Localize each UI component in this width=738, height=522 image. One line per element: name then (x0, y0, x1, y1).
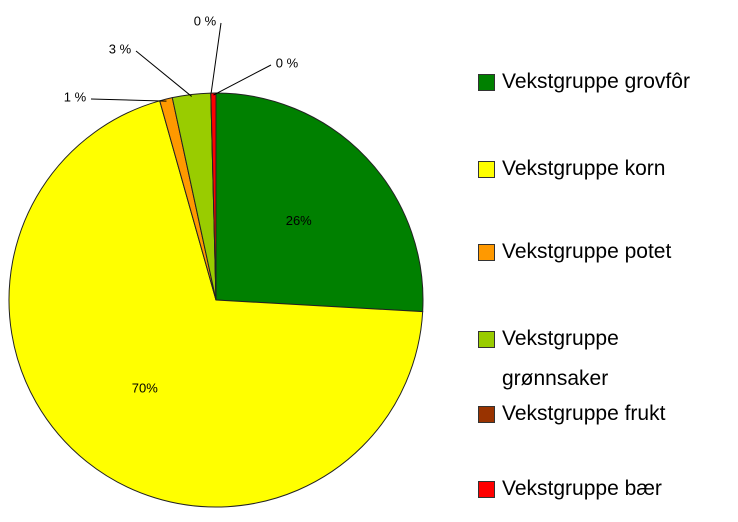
legend-swatch (478, 244, 495, 261)
leader-line (210, 22, 222, 96)
legend-swatch (478, 406, 495, 423)
leader-line (90, 98, 167, 102)
legend-label: Vekstgruppe korn (502, 157, 666, 180)
legend-swatch (478, 481, 495, 498)
leader-line (213, 64, 272, 96)
data-label: 0 % (194, 13, 217, 28)
data-label: 70% (132, 380, 158, 395)
pie-slice (215, 92, 424, 313)
legend-item: Vekstgruppe grovfôr (478, 62, 717, 102)
legend-label: Vekstgruppe bær (502, 477, 662, 500)
data-label: 0 % (276, 55, 299, 70)
legend-item: Vekstgruppe potet (478, 232, 717, 272)
legend-swatch (478, 331, 495, 348)
legend-label: Vekstgruppe grønnsaker (502, 327, 619, 390)
pie-slice (210, 92, 217, 301)
data-label: 1 % (64, 89, 87, 104)
data-label: 3 % (109, 41, 132, 56)
legend-item: Vekstgruppe grønnsaker (478, 319, 717, 399)
legend-swatch (478, 161, 495, 178)
leader-line (135, 50, 192, 97)
data-label: 26% (286, 213, 312, 228)
legend-swatch (478, 74, 495, 91)
legend-item: Vekstgruppe frukt (478, 394, 717, 434)
legend-item: Vekstgruppe bær (478, 469, 717, 509)
legend-label: Vekstgruppe potet (502, 240, 672, 263)
pie-slice (8, 100, 424, 508)
legend-item: Vekstgruppe korn (478, 149, 717, 189)
legend-label: Vekstgruppe grovfôr (502, 70, 690, 93)
legend-label: Vekstgruppe frukt (502, 402, 666, 425)
